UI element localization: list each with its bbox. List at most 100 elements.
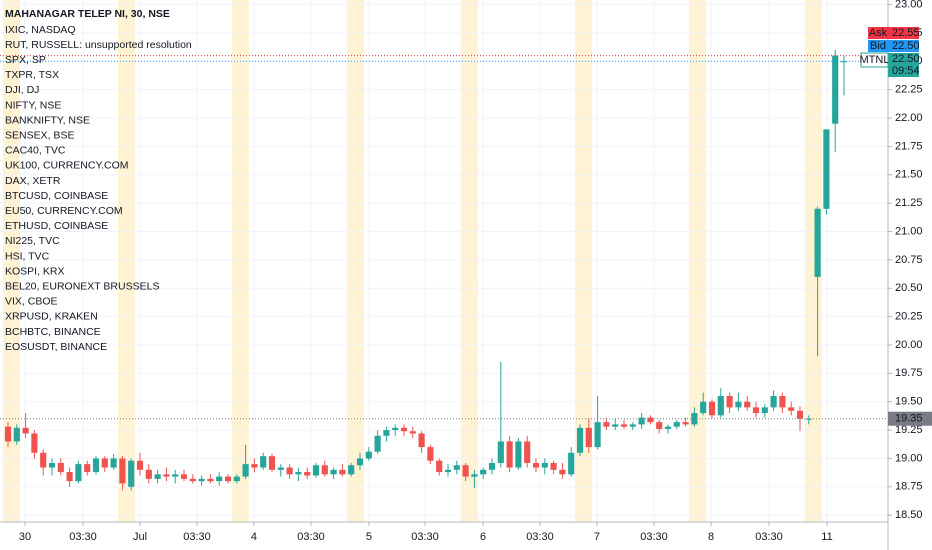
x-tick-label: 30	[19, 531, 31, 543]
symbol-name: BANKNIFTY, NSE	[5, 114, 90, 126]
candle-body	[216, 476, 223, 482]
candle-body	[356, 458, 364, 466]
candle-body	[40, 452, 47, 468]
candle-body	[585, 427, 592, 448]
candle-body	[524, 441, 531, 463]
y-tick-label: 21.00	[895, 225, 923, 237]
x-tick-label: 5	[366, 531, 372, 543]
candle-body	[172, 474, 179, 477]
candle-body	[612, 424, 619, 427]
candle-body	[339, 469, 346, 475]
candle-body	[207, 478, 214, 482]
candle-body	[277, 467, 284, 470]
symbol-name: IXIC, NASDAQ	[5, 24, 76, 36]
price-label: 19.35	[895, 413, 923, 425]
y-tick-label: 19.50	[895, 396, 923, 408]
candle-body	[348, 465, 355, 475]
symbol-name: NIFTY, NSE	[5, 99, 61, 111]
candle-body	[664, 426, 672, 429]
name-label: Bid	[870, 40, 886, 52]
candle-body	[541, 462, 548, 468]
candle-body	[242, 464, 249, 477]
candle-body	[532, 462, 540, 468]
session-band	[2, 0, 20, 522]
candle-body	[136, 460, 144, 470]
x-tick-label: Jul	[133, 531, 147, 543]
candle-body	[330, 469, 337, 475]
candle-body	[383, 430, 390, 436]
candle-body	[418, 433, 425, 448]
price-label: 22.50	[892, 40, 920, 52]
y-tick-label: 18.50	[895, 509, 923, 521]
candle-body	[488, 462, 496, 470]
y-tick-label: 20.75	[895, 254, 923, 266]
x-tick-label: 8	[708, 531, 714, 543]
x-tick-label: 03:30	[526, 531, 554, 543]
candle-body	[471, 474, 478, 477]
candle-body	[233, 476, 240, 482]
candle-body	[180, 474, 188, 479]
session-band	[574, 0, 592, 522]
y-tick-label: 21.25	[895, 197, 923, 209]
candle-body	[480, 469, 487, 475]
candle-body	[101, 458, 108, 468]
candle-body	[515, 441, 522, 468]
name-box	[868, 40, 888, 52]
candle-body	[251, 464, 258, 468]
candle-body	[154, 474, 161, 479]
candle-body	[224, 476, 232, 482]
candle-body	[814, 208, 821, 277]
symbol-name: DJI, DJ	[5, 84, 39, 96]
candle-body	[48, 462, 56, 468]
candle-body	[832, 55, 839, 124]
symbol-name: BCHBTC, BINANCE	[5, 326, 101, 338]
candle-body	[400, 427, 408, 432]
symbol-name: UK100, CURRENCY.COM	[5, 160, 129, 172]
candle-body	[268, 456, 276, 470]
y-tick-label: 18.75	[895, 481, 923, 493]
candle-body	[726, 396, 733, 408]
x-tick-label: 03:30	[297, 531, 325, 543]
candle-body	[673, 422, 680, 427]
chart-title: MAHANAGAR TELEP NI, 30, NSE	[5, 8, 170, 20]
grid	[0, 0, 888, 522]
candle-body	[629, 424, 636, 427]
y-tick-label: 21.75	[895, 140, 923, 152]
y-tick-label: 20.00	[895, 339, 923, 351]
x-tick-label: 6	[480, 531, 486, 543]
symbol-name: BTCUSD, COINBASE	[5, 190, 108, 202]
candle-body	[312, 465, 320, 476]
symbol-name: NI225, TVC	[5, 235, 60, 247]
symbol-name: EOSUSDT, BINANCE	[5, 341, 107, 353]
name-box	[868, 27, 888, 39]
y-tick-label: 19.25	[895, 424, 923, 436]
candle-body	[744, 401, 751, 408]
candle-body	[506, 441, 513, 468]
candle-body	[66, 472, 73, 482]
candle-body	[295, 472, 302, 475]
candle-body	[647, 417, 654, 423]
candle-body	[805, 418, 812, 420]
x-tick-label: 03:30	[183, 531, 211, 543]
price-label: 22.55	[892, 27, 920, 39]
session-bands	[2, 0, 823, 522]
candle-body	[550, 462, 557, 470]
symbol-name: BEL20, EURONEXT BRUSSELS	[5, 280, 159, 292]
session-band	[231, 0, 249, 522]
candle-body	[717, 396, 724, 416]
candle-body	[770, 396, 777, 408]
price-label-box	[888, 27, 919, 39]
countdown: 09:54	[892, 65, 920, 77]
candle-body	[603, 422, 610, 427]
price-label-box	[888, 411, 932, 426]
y-tick-label: 21.50	[895, 169, 923, 181]
x-tick-label: 03:30	[69, 531, 97, 543]
symbol-name: DAX, XETR	[5, 175, 61, 187]
candle-body	[682, 422, 689, 425]
candle-body	[568, 452, 575, 475]
x-tick-label: 4	[251, 531, 257, 543]
candle-body	[31, 433, 38, 453]
symbol-name: XRPUSD, KRAKEN	[5, 311, 98, 323]
candle-body	[620, 424, 628, 427]
